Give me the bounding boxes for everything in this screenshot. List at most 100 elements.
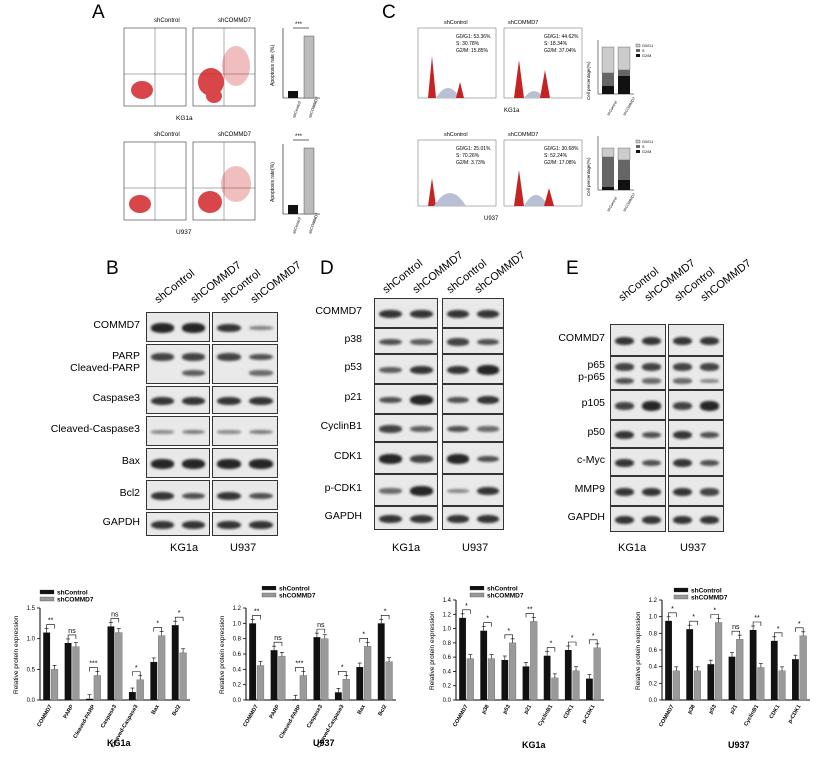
- blot-band: [151, 396, 174, 406]
- y-tick-label: 0.2: [443, 684, 452, 690]
- stack-ylabel: Cell percentage(%): [586, 157, 591, 196]
- sig-bracket: [89, 667, 98, 672]
- bar-shcommd7: [466, 658, 474, 701]
- panel-a-u937-bar: Apoptosis rate(%) *** shControl shCOMMD7: [270, 134, 320, 234]
- y-tick-label: 1.5: [27, 606, 36, 612]
- sig-bracket: [295, 667, 304, 672]
- sig-label: *: [156, 621, 159, 628]
- category-label: Bcl2: [171, 704, 182, 717]
- sig-label: ***: [89, 660, 97, 667]
- bar-shcontrol: [86, 698, 93, 700]
- bar-shcommd7: [757, 667, 765, 701]
- sig-bracket: [546, 647, 556, 652]
- hist-stat: G0/G1: 30.68%: [544, 146, 579, 152]
- sig-bracket: [338, 671, 347, 676]
- blot-band: [477, 395, 499, 405]
- blot-column-label: shCOMMD7: [248, 259, 304, 306]
- blot-strip: [212, 312, 278, 342]
- sig-bracket: [380, 615, 390, 620]
- bar-shcontrol: [522, 666, 530, 700]
- blot-strip: [610, 476, 666, 506]
- blot-band: [615, 377, 634, 385]
- sig-label: ns: [732, 624, 740, 631]
- blot-band: [447, 338, 469, 346]
- bar-shcontrol: [249, 623, 257, 700]
- blot-band: [673, 402, 692, 410]
- blot-cell-line: KG1a: [618, 542, 647, 554]
- blot-strip: [442, 298, 504, 328]
- stack-legend: G2/M: [642, 150, 651, 154]
- sig-label: *: [465, 603, 468, 610]
- blot-band: [410, 514, 433, 524]
- blot-strip: [668, 506, 724, 532]
- stack-tick: shCOMMD7: [622, 192, 636, 212]
- blot-band: [447, 365, 469, 375]
- category-label: CyclinB1: [743, 704, 760, 727]
- blot-strip: [668, 356, 724, 390]
- blot-row-label: p21: [344, 391, 362, 403]
- blot-band: [379, 488, 402, 494]
- bar-shcontrol: [728, 656, 736, 700]
- sig-bracket: [731, 630, 741, 636]
- blot-strip: [668, 390, 724, 420]
- bar-shcontrol: [792, 659, 799, 700]
- blot-strip: [146, 312, 210, 342]
- sig-label: **: [754, 615, 760, 622]
- sig-label: **: [254, 608, 260, 615]
- bar-shcommd7: [342, 679, 350, 701]
- hist-cell-line: U937: [484, 216, 499, 222]
- chart-xlabel: U937: [313, 738, 335, 748]
- blot-row-label: CDK1: [333, 450, 362, 462]
- blot-band: [182, 353, 205, 361]
- bar-tick-sh: shCOMMD7: [307, 95, 319, 118]
- bar-shcontrol: [292, 699, 299, 700]
- blot-band: [410, 309, 433, 319]
- bar-shcontrol: [313, 637, 321, 700]
- blot-row-label: GAPDH: [567, 511, 605, 523]
- bar-shcontrol: [665, 620, 672, 700]
- bar-shcommd7: [256, 665, 265, 701]
- blot-strip: [146, 386, 210, 414]
- hist-stat: G2/M: 3.73%: [456, 160, 486, 166]
- panel-c-u937-stack: Cell percentage(%) G0/G1 S G2/M shContro…: [586, 136, 653, 213]
- blot-strip: [146, 448, 210, 478]
- y-tick-label: 0.6: [233, 652, 242, 658]
- sig-label: *: [798, 621, 801, 628]
- sig-bracket: [132, 671, 141, 676]
- blot-band: [249, 326, 273, 330]
- bar-shcommd7: [715, 622, 723, 701]
- bar-chart-d-u937: 0.0 0.2 0.4 0.6 0.8 1.0 1.2 Relative protein ex…: [635, 588, 810, 750]
- bar-shcommd7: [693, 670, 701, 701]
- sig-bracket: [273, 641, 283, 647]
- blot-band: [477, 455, 499, 463]
- bar-shcommd7: [299, 675, 307, 701]
- blot-band: [182, 323, 205, 333]
- blot-strip: [668, 476, 724, 506]
- panel-e-letter: E: [566, 258, 579, 279]
- flow-header-ctrl: shControl: [154, 18, 180, 24]
- sig-label: ns: [111, 611, 119, 618]
- category-label: p21: [729, 704, 739, 715]
- blot-band: [642, 336, 661, 346]
- legend-swatch: [261, 592, 277, 598]
- blot-band: [447, 396, 469, 404]
- panel-c-letter: C: [382, 2, 396, 23]
- bar-shcommd7: [385, 661, 393, 701]
- blot-band: [217, 323, 241, 333]
- blot-band: [700, 515, 719, 525]
- blot-row-label: Bax: [121, 455, 140, 467]
- hist-stat: G2/M: 37.04%: [544, 48, 577, 54]
- blot-row-label: p-CDK1: [324, 482, 362, 494]
- y-tick-label: 1.2: [443, 612, 452, 618]
- blot-row-label: GAPDH: [324, 510, 362, 522]
- y-tick-label: 0.6: [649, 648, 658, 654]
- stack-legend: S: [642, 145, 645, 149]
- chart-xlabel: KG1a: [522, 740, 547, 750]
- blot-strip: [610, 448, 666, 476]
- category-label: PARP: [63, 704, 76, 720]
- blot-column-label: shControl: [152, 267, 198, 306]
- blot-row-label: COMMD7: [315, 305, 362, 317]
- bar-shcontrol: [459, 617, 466, 700]
- sig-bracket: [710, 614, 719, 619]
- blot-band: [217, 353, 241, 361]
